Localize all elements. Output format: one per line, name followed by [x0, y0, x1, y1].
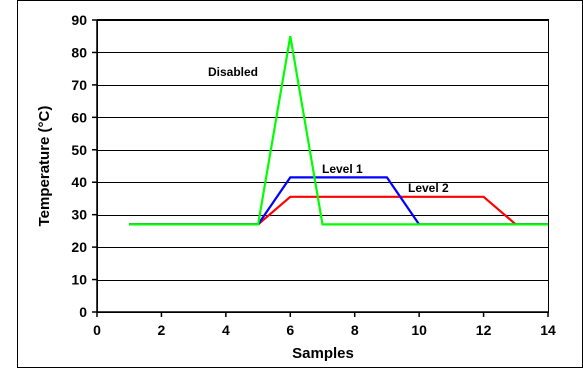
y-tick-label-0: 0 [79, 304, 87, 320]
y-tick-label-10: 10 [71, 272, 87, 288]
y-tick-label-60: 60 [71, 109, 87, 125]
y-tick-label-30: 30 [71, 207, 87, 223]
y-tick-labels: 0 10 20 30 40 50 60 70 80 90 [71, 12, 87, 320]
series-label-level-2: Level 2 [408, 181, 449, 195]
x-tick-label-6: 6 [286, 322, 294, 338]
x-tick-label-2: 2 [158, 322, 166, 338]
y-tick-label-80: 80 [71, 44, 87, 60]
series-line-disabled [129, 36, 548, 226]
gridlines [97, 20, 548, 281]
x-tick-label-4: 4 [222, 322, 230, 338]
series-label-level-1: Level 1 [322, 162, 363, 176]
x-tick-label-12: 12 [476, 322, 492, 338]
x-tick-label-14: 14 [540, 322, 556, 338]
series-lines [129, 36, 548, 226]
x-tick-label-10: 10 [411, 322, 427, 338]
series-line-level-2 [129, 195, 548, 226]
y-tick-label-70: 70 [71, 77, 87, 93]
y-tick-label-40: 40 [71, 174, 87, 190]
y-tick-label-90: 90 [71, 12, 87, 28]
x-axis-title: Samples [292, 345, 354, 362]
x-tick-label-8: 8 [351, 322, 359, 338]
y-tick-label-50: 50 [71, 142, 87, 158]
series-line-level-1 [129, 176, 548, 226]
x-tick-labels: 0 2 4 6 8 10 12 14 [93, 322, 556, 338]
series-labels: Disabled Level 1 Level 2 [208, 65, 449, 195]
y-tick-label-20: 20 [71, 239, 87, 255]
x-tick-label-0: 0 [93, 322, 101, 338]
series-label-disabled: Disabled [208, 65, 258, 79]
axes [92, 19, 549, 317]
y-axis-title: Temperature (°C) [36, 106, 53, 227]
